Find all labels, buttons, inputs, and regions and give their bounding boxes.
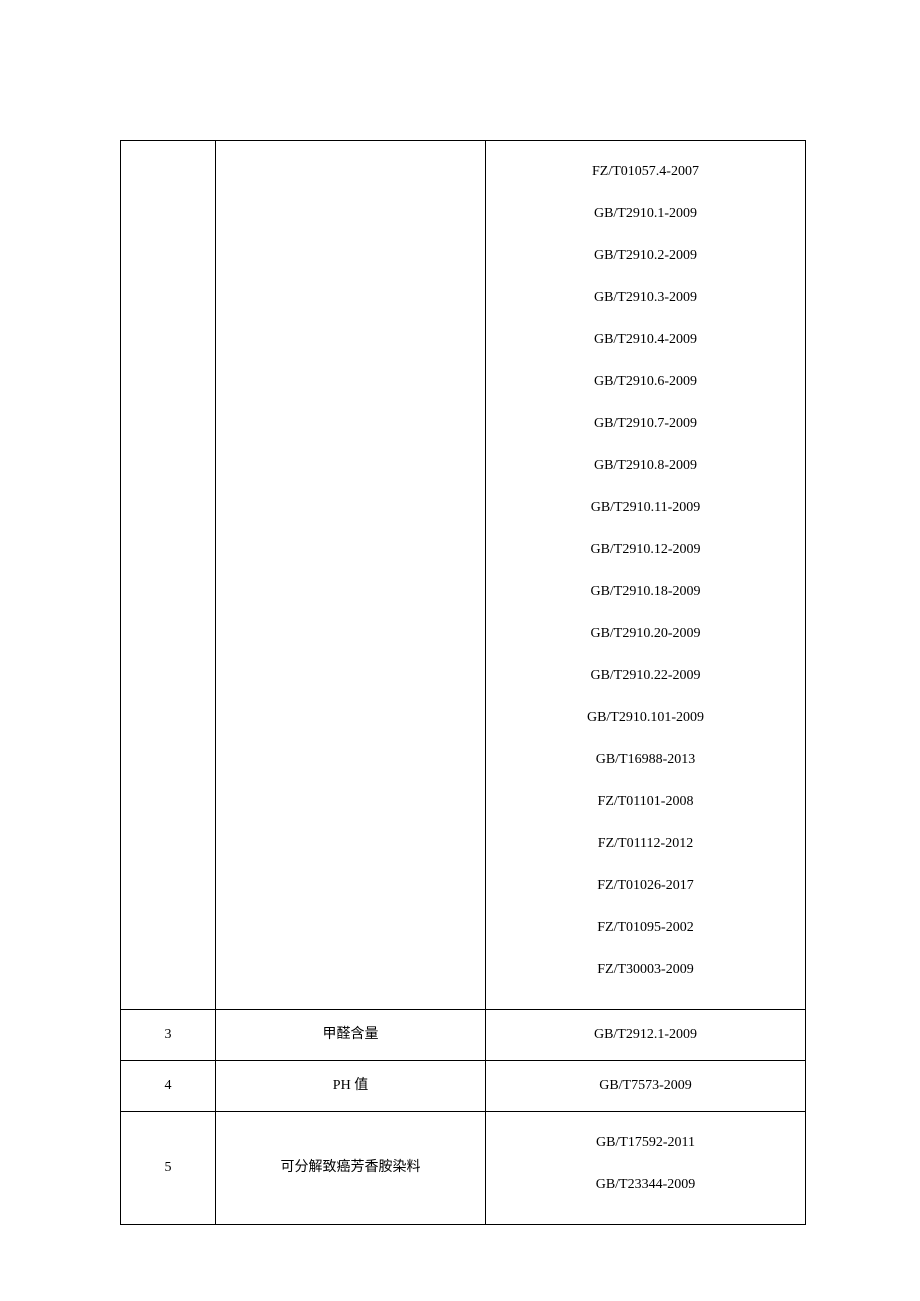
standard-code: FZ/T01057.4-2007 xyxy=(486,151,805,193)
row-name: 可分解致癌芳香胺染料 xyxy=(216,1112,486,1225)
standard-code: GB/T2910.2-2009 xyxy=(486,235,805,277)
standard-code: FZ/T30003-2009 xyxy=(486,949,805,991)
standard-code: GB/T17592-2011 xyxy=(486,1122,805,1164)
table-row: FZ/T01057.4-2007GB/T2910.1-2009GB/T2910.… xyxy=(121,141,806,1010)
row-name: PH 值 xyxy=(216,1061,486,1112)
standards-table-body: FZ/T01057.4-2007GB/T2910.1-2009GB/T2910.… xyxy=(121,141,806,1225)
table-row: 4PH 值GB/T7573-2009 xyxy=(121,1061,806,1112)
standard-code: GB/T23344-2009 xyxy=(486,1164,805,1206)
row-standards: GB/T7573-2009 xyxy=(486,1061,806,1112)
standard-code: GB/T2910.11-2009 xyxy=(486,487,805,529)
standard-code: GB/T2910.6-2009 xyxy=(486,361,805,403)
table-row: 3甲醛含量GB/T2912.1-2009 xyxy=(121,1010,806,1061)
row-name xyxy=(216,141,486,1010)
standard-code: GB/T2910.22-2009 xyxy=(486,655,805,697)
standard-code: GB/T2910.101-2009 xyxy=(486,697,805,739)
row-standards: GB/T2912.1-2009 xyxy=(486,1010,806,1061)
standard-code: GB/T2910.3-2009 xyxy=(486,277,805,319)
document-page: FZ/T01057.4-2007GB/T2910.1-2009GB/T2910.… xyxy=(120,140,805,1225)
row-standards: FZ/T01057.4-2007GB/T2910.1-2009GB/T2910.… xyxy=(486,141,806,1010)
row-index: 5 xyxy=(121,1112,216,1225)
standard-code: FZ/T01112-2012 xyxy=(486,823,805,865)
standard-code: GB/T2912.1-2009 xyxy=(486,1014,805,1056)
standard-code: FZ/T01095-2002 xyxy=(486,907,805,949)
standard-code: GB/T2910.4-2009 xyxy=(486,319,805,361)
row-name: 甲醛含量 xyxy=(216,1010,486,1061)
standard-code: GB/T16988-2013 xyxy=(486,739,805,781)
table-row: 5可分解致癌芳香胺染料GB/T17592-2011GB/T23344-2009 xyxy=(121,1112,806,1225)
standards-table: FZ/T01057.4-2007GB/T2910.1-2009GB/T2910.… xyxy=(120,140,806,1225)
standard-code: FZ/T01101-2008 xyxy=(486,781,805,823)
standard-code: FZ/T01026-2017 xyxy=(486,865,805,907)
standard-code: GB/T2910.1-2009 xyxy=(486,193,805,235)
standard-code: GB/T2910.20-2009 xyxy=(486,613,805,655)
standard-code: GB/T2910.8-2009 xyxy=(486,445,805,487)
standard-code: GB/T2910.7-2009 xyxy=(486,403,805,445)
standard-code: GB/T2910.12-2009 xyxy=(486,529,805,571)
row-index xyxy=(121,141,216,1010)
standard-code: GB/T2910.18-2009 xyxy=(486,571,805,613)
row-index: 4 xyxy=(121,1061,216,1112)
standard-code: GB/T7573-2009 xyxy=(486,1065,805,1107)
row-index: 3 xyxy=(121,1010,216,1061)
row-standards: GB/T17592-2011GB/T23344-2009 xyxy=(486,1112,806,1225)
